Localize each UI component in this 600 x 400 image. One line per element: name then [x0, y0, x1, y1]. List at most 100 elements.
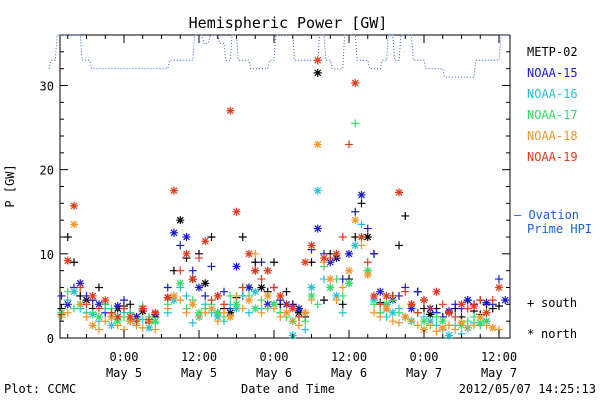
point-noaa-19-64: [451, 312, 460, 321]
point-metp-02-6: [82, 296, 91, 305]
point-metp-02-60: [426, 310, 435, 319]
point-noaa-15-23: [195, 283, 203, 292]
point-noaa-18-52: [376, 312, 385, 321]
point-noaa-17-35: [270, 300, 278, 309]
x-tick-date-3: May 6: [331, 366, 367, 380]
point-noaa-15-72: [501, 296, 510, 305]
point-noaa-15-14: [132, 312, 141, 321]
point-noaa-18-15: [138, 323, 147, 332]
point-noaa-19-37: [282, 300, 291, 309]
point-noaa-19-69: [482, 308, 491, 317]
point-noaa-19-47: [345, 140, 353, 149]
point-noaa-18-26: [213, 317, 222, 326]
point-noaa-17-40: [301, 317, 310, 326]
point-noaa-19-4: [70, 201, 78, 210]
point-noaa-19-39: [295, 312, 303, 321]
point-noaa-19-62: [438, 300, 447, 309]
point-noaa-19-44: [326, 254, 335, 263]
point-noaa-17-23: [195, 308, 203, 317]
point-noaa-16-21: [182, 291, 191, 300]
point-noaa-16-54: [388, 308, 397, 317]
point-noaa-15-11: [113, 302, 122, 311]
point-noaa-19-21: [182, 249, 191, 258]
point-noaa-15-33: [257, 258, 266, 267]
point-noaa-15-71: [495, 275, 503, 284]
point-noaa-19-31: [245, 249, 253, 258]
x-tick-time-2: 0:00: [260, 350, 289, 364]
point-noaa-19-7: [88, 291, 97, 300]
point-metp-02-35: [270, 258, 278, 267]
point-noaa-16-49: [357, 220, 366, 229]
point-noaa-15-2: [57, 291, 66, 300]
point-noaa-15-47: [345, 249, 353, 258]
point-noaa-15-27: [220, 287, 228, 296]
point-noaa-18-65: [457, 318, 466, 327]
point-noaa-19-36: [276, 291, 285, 300]
point-noaa-18-51: [370, 308, 378, 317]
x-tick-time-5: 12:00: [481, 350, 517, 364]
point-noaa-15-20: [176, 241, 185, 250]
point-noaa-15-49: [357, 190, 366, 199]
point-noaa-18-49: [357, 241, 366, 250]
x-tick-date-0: May 5: [106, 366, 142, 380]
point-noaa-18-70: [488, 323, 497, 332]
point-noaa-16-22: [188, 318, 197, 327]
point-metp-02-55: [395, 241, 403, 250]
point-noaa-17-20: [176, 279, 185, 288]
point-noaa-19-43: [320, 254, 328, 263]
point-noaa-19-25: [207, 296, 216, 305]
point-metp-02-20: [176, 216, 185, 225]
point-metp-02-43: [320, 296, 328, 305]
point-noaa-19-45: [332, 249, 341, 258]
point-noaa-19-65: [457, 300, 466, 309]
point-metp-02-8: [95, 283, 103, 292]
legend-item-noaa-16: NOAA-16: [527, 87, 578, 101]
point-noaa-19-2: [57, 310, 66, 319]
point-noaa-15-22: [188, 266, 197, 275]
point-noaa-18-64: [451, 325, 460, 334]
point-noaa-16-60: [426, 317, 435, 326]
point-noaa-16-16: [145, 323, 153, 332]
point-noaa-15-24: [201, 291, 210, 300]
point-noaa-18-13: [126, 317, 135, 326]
point-noaa-19-32: [251, 266, 260, 275]
point-noaa-17-68: [476, 318, 485, 327]
point-noaa-16-31: [245, 308, 253, 317]
point-noaa-17-11: [113, 317, 122, 326]
point-noaa-19-27: [220, 300, 228, 309]
point-noaa-16-19: [170, 296, 178, 305]
point-metp-02-25: [207, 233, 216, 241]
point-noaa-15-42: [313, 224, 322, 233]
point-noaa-19-13: [126, 312, 135, 321]
point-noaa-16-10: [107, 321, 116, 330]
point-noaa-15-18: [163, 283, 172, 292]
point-noaa-15-19: [170, 228, 178, 237]
point-noaa-19-22: [188, 275, 197, 284]
point-noaa-17-7: [88, 308, 97, 317]
point-metp-02-42: [313, 68, 322, 77]
point-noaa-19-20: [176, 266, 185, 275]
point-noaa-18-44: [326, 275, 335, 284]
point-noaa-18-68: [476, 312, 485, 321]
point-noaa-19-30: [238, 283, 247, 292]
y-axis-label: P [GW]: [3, 164, 17, 207]
point-noaa-19-11: [113, 312, 122, 321]
point-noaa-19-49: [357, 233, 366, 241]
point-noaa-17-3: [63, 287, 72, 296]
point-noaa-19-12: [120, 304, 128, 313]
point-metp-02-13: [126, 300, 135, 309]
point-noaa-19-67: [470, 302, 478, 311]
point-noaa-18-62: [438, 323, 447, 332]
point-noaa-18-60: [426, 321, 435, 330]
point-noaa-15-57: [407, 304, 416, 313]
point-noaa-19-40: [301, 258, 310, 267]
point-noaa-18-46: [338, 283, 347, 292]
point-noaa-15-34: [263, 300, 272, 309]
point-metp-02-46: [338, 300, 347, 309]
point-noaa-17-61: [432, 312, 441, 321]
legend-symbol-north: *: [527, 327, 534, 341]
point-noaa-18-23: [195, 312, 203, 321]
point-noaa-18-47: [345, 266, 353, 275]
point-noaa-15-5: [76, 279, 85, 288]
point-noaa-17-42: [313, 300, 322, 309]
